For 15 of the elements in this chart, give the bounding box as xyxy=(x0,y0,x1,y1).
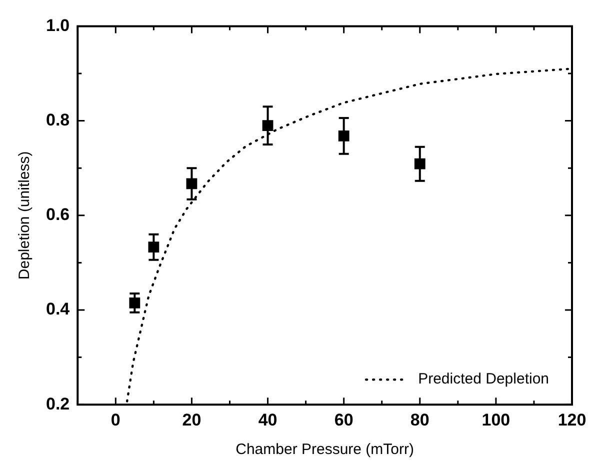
y-tick-label: 0.4 xyxy=(46,300,70,319)
x-tick-label: 80 xyxy=(410,410,430,430)
y-tick-label: 0.2 xyxy=(46,394,70,414)
x-axis-title: Chamber Pressure (mTorr) xyxy=(236,441,414,458)
y-axis-title: Depletion (unitless) xyxy=(16,151,34,280)
y-tick-label: 1.0 xyxy=(46,16,70,35)
x-tick-label: 120 xyxy=(558,410,586,430)
x-tick-label: 20 xyxy=(182,410,202,430)
x-tick-label: 100 xyxy=(482,410,510,430)
y-tick-label: 0.8 xyxy=(46,110,70,130)
x-tick-label: 40 xyxy=(258,410,278,430)
x-tick-label: 60 xyxy=(334,410,354,430)
y-tick-label: 0.6 xyxy=(46,205,70,224)
x-tick-label: 0 xyxy=(110,410,120,430)
legend-label: Predicted Depletion xyxy=(418,370,550,388)
